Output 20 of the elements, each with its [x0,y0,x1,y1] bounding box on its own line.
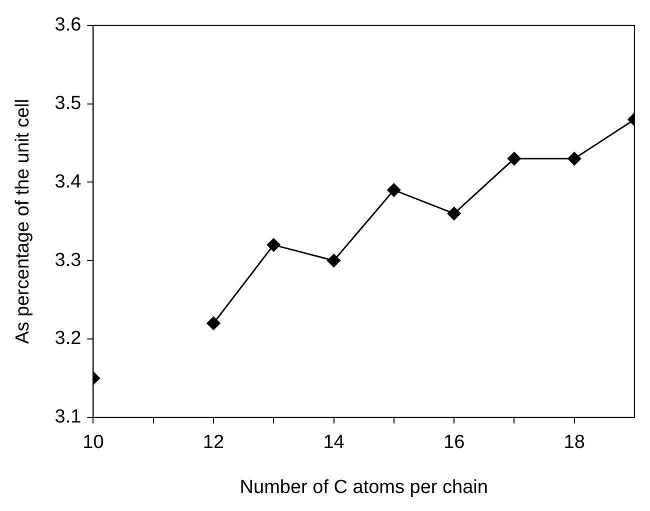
point [387,183,401,197]
y-tick-label: 3.3 [54,250,82,271]
y-tick-label: 3.2 [54,328,82,350]
x-tick-label: 10 [82,432,104,454]
point [206,316,220,330]
x-tick-label: 16 [444,432,465,454]
x-tick-label: 14 [323,432,345,454]
y-axis-title: As percentage of the unit cell [12,98,34,344]
x-axis-title: Number of C atoms per chain [240,476,488,498]
x-tick-label: 18 [564,432,585,454]
y-tick-label: 3.5 [54,93,82,114]
point [447,206,461,220]
y-tick-label: 3.6 [54,14,82,36]
point [507,152,521,166]
x-tick-label: 12 [202,432,224,454]
y-tick-label: 3.4 [54,171,82,192]
point [327,254,341,268]
point [568,152,582,166]
point [266,238,280,252]
y-tick-label: 3.1 [54,406,82,428]
